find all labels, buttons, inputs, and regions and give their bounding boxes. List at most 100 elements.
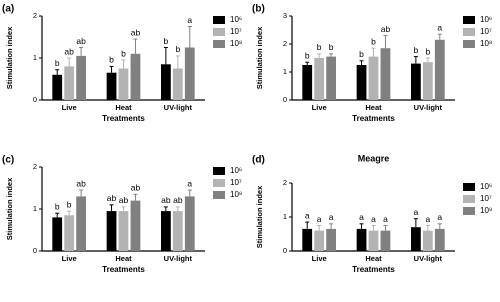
significance-letter: a bbox=[437, 22, 442, 32]
bar bbox=[118, 211, 129, 251]
x-axis-title: Treatments bbox=[352, 265, 395, 274]
y-tick-label: 0 bbox=[283, 95, 287, 104]
significance-letter: a bbox=[317, 214, 322, 224]
legend-swatch bbox=[213, 16, 225, 24]
bar bbox=[118, 68, 129, 100]
bar bbox=[184, 47, 195, 100]
bar bbox=[106, 72, 117, 100]
bar bbox=[172, 211, 183, 251]
legend-swatch bbox=[463, 28, 475, 36]
y-axis-title: Stimulation index bbox=[255, 185, 264, 248]
significance-letter: a bbox=[383, 214, 388, 224]
x-tick-label: UV-light bbox=[164, 254, 193, 263]
significance-letter: a bbox=[305, 210, 310, 220]
bar bbox=[356, 65, 367, 100]
bar bbox=[160, 64, 171, 100]
significance-letter: a bbox=[329, 212, 334, 222]
bar bbox=[160, 211, 171, 251]
legend-label: 10⁶ bbox=[230, 15, 242, 24]
bar bbox=[302, 65, 313, 100]
legend-label: 10⁷ bbox=[230, 178, 242, 187]
legend-swatch bbox=[213, 40, 225, 48]
significance-letter: b bbox=[175, 44, 180, 54]
significance-letter: ab bbox=[131, 27, 141, 37]
x-tick-label: Live bbox=[62, 103, 77, 112]
y-tick-label: 2 bbox=[283, 178, 287, 187]
legend-label: 10⁶ bbox=[480, 182, 492, 191]
bar bbox=[130, 200, 141, 251]
panel-label: (b) bbox=[252, 4, 265, 15]
significance-letter: b bbox=[371, 36, 376, 46]
x-axis-title: Treatments bbox=[352, 114, 395, 123]
significance-letter: ab bbox=[119, 195, 129, 205]
legend-swatch bbox=[463, 16, 475, 24]
y-tick-label: 0 bbox=[33, 246, 37, 255]
legend-swatch bbox=[463, 183, 475, 191]
significance-letter: a bbox=[187, 15, 192, 25]
bar bbox=[130, 53, 141, 100]
bar bbox=[380, 48, 391, 100]
bar bbox=[368, 56, 379, 100]
significance-letter: ab bbox=[381, 24, 391, 34]
significance-letter: ab bbox=[161, 195, 171, 205]
legend-swatch bbox=[213, 191, 225, 199]
legend-label: 10⁶ bbox=[480, 15, 492, 24]
panel-title: Meagre bbox=[358, 153, 390, 163]
x-tick-label: Heat bbox=[365, 254, 382, 263]
significance-letter: a bbox=[425, 214, 430, 224]
significance-letter: a bbox=[187, 178, 192, 188]
bar bbox=[422, 62, 433, 100]
bar bbox=[52, 217, 63, 251]
legend-label: 10⁷ bbox=[480, 27, 492, 36]
legend-swatch bbox=[463, 207, 475, 215]
x-tick-label: Live bbox=[312, 254, 327, 263]
bar bbox=[106, 211, 117, 251]
x-axis-title: Treatments bbox=[102, 265, 145, 274]
y-tick-label: 2 bbox=[283, 39, 287, 48]
significance-letter: ab bbox=[107, 193, 117, 203]
x-tick-label: Heat bbox=[115, 254, 132, 263]
y-tick-label: 0 bbox=[283, 246, 287, 255]
legend-swatch bbox=[213, 179, 225, 187]
y-tick-label: 3 bbox=[283, 11, 287, 20]
x-tick-label: Heat bbox=[115, 103, 132, 112]
significance-letter: a bbox=[359, 212, 364, 222]
bar bbox=[356, 228, 367, 251]
significance-letter: b bbox=[305, 50, 310, 60]
y-axis-title: Stimulation index bbox=[5, 26, 14, 89]
x-tick-label: Live bbox=[62, 254, 77, 263]
bar bbox=[368, 230, 379, 251]
bar bbox=[76, 55, 87, 100]
bar bbox=[314, 58, 325, 100]
y-tick-label: 1 bbox=[33, 204, 37, 213]
bar bbox=[410, 63, 421, 100]
bar bbox=[184, 196, 195, 251]
x-tick-label: UV-light bbox=[414, 254, 443, 263]
legend-label: 10⁸ bbox=[230, 39, 242, 48]
y-tick-label: 1 bbox=[283, 212, 287, 221]
significance-letter: b bbox=[164, 36, 169, 46]
y-tick-label: 0 bbox=[33, 95, 37, 104]
bar bbox=[422, 230, 433, 251]
bar bbox=[314, 230, 325, 251]
bar bbox=[326, 228, 337, 251]
legend-swatch bbox=[213, 167, 225, 175]
bar bbox=[64, 66, 75, 100]
bar bbox=[172, 68, 183, 100]
significance-letter: b bbox=[359, 49, 364, 59]
significance-letter: ab bbox=[64, 46, 74, 56]
significance-letter: b bbox=[317, 42, 322, 52]
panel-label: (d) bbox=[252, 155, 265, 166]
significance-letter: ab bbox=[76, 36, 86, 46]
legend-label: 10⁷ bbox=[480, 194, 492, 203]
significance-letter: a bbox=[371, 214, 376, 224]
x-axis-title: Treatments bbox=[102, 114, 145, 123]
y-tick-label: 2 bbox=[33, 11, 37, 20]
bar bbox=[64, 215, 75, 251]
significance-letter: b bbox=[414, 45, 419, 55]
panel-label: (c) bbox=[2, 155, 14, 166]
x-tick-label: Live bbox=[312, 103, 327, 112]
x-tick-label: Heat bbox=[365, 103, 382, 112]
significance-letter: a bbox=[437, 212, 442, 222]
